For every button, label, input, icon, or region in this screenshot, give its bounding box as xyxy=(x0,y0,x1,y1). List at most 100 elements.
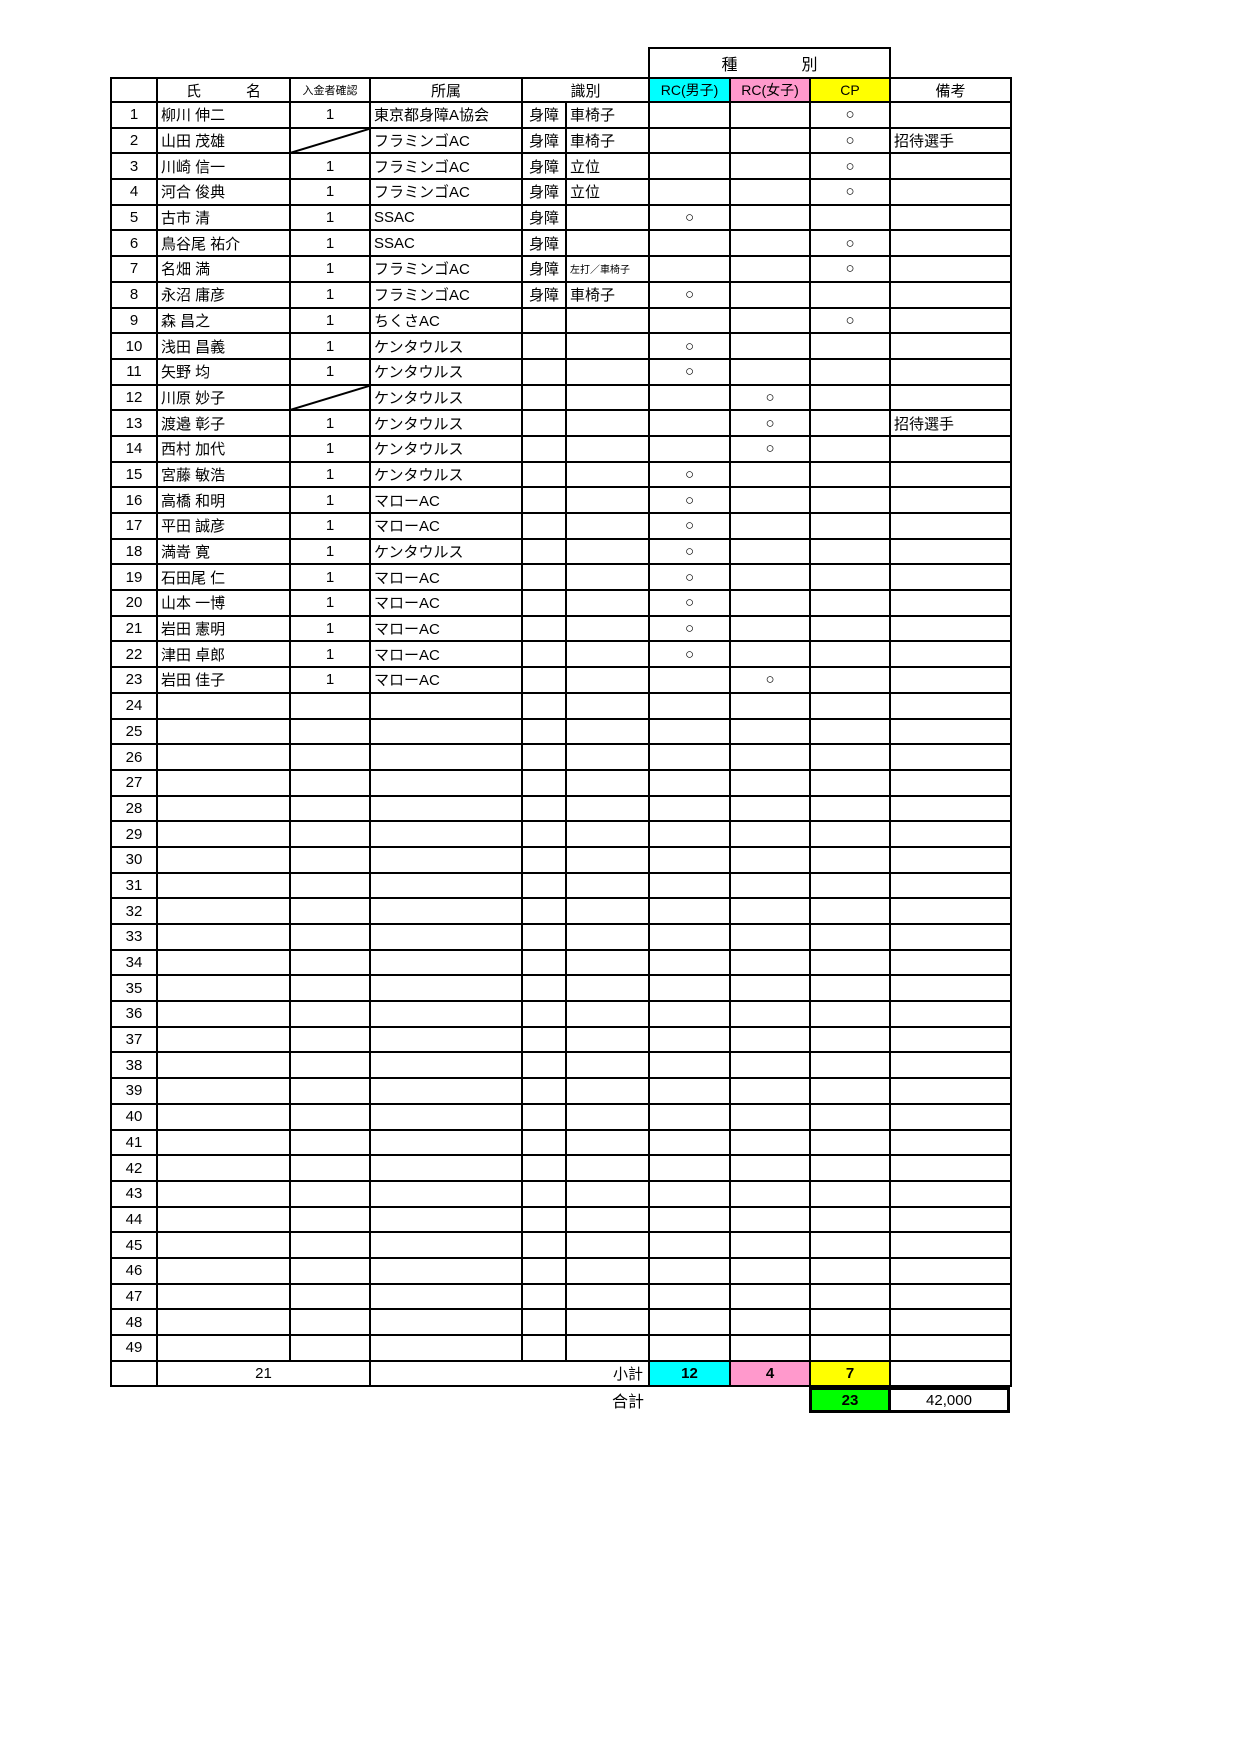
payment-confirmation xyxy=(289,1205,371,1234)
rc-male-mark xyxy=(648,1256,732,1285)
row-number: 35 xyxy=(110,974,158,1003)
header-name: 氏 名 xyxy=(156,77,291,103)
rc-female-mark xyxy=(729,614,812,643)
identification-class xyxy=(521,1334,567,1362)
athlete-name: 岩田 憲明 xyxy=(156,614,291,643)
total-label: 合計 xyxy=(611,1394,644,1412)
payment-confirmation xyxy=(289,126,371,155)
affiliation xyxy=(369,974,523,1003)
athlete-name xyxy=(156,897,291,925)
identification-detail xyxy=(564,614,651,643)
remarks xyxy=(889,1051,1013,1080)
rc-female-mark xyxy=(729,229,812,258)
cp-mark xyxy=(809,871,892,900)
identification-class xyxy=(521,1231,567,1259)
rc-male-mark: ○ xyxy=(648,280,732,309)
identification-class xyxy=(521,1282,567,1311)
payment-confirmation xyxy=(289,1000,371,1028)
athlete-name: 河合 俊典 xyxy=(156,178,291,206)
row-number: 30 xyxy=(110,845,158,874)
identification-class xyxy=(521,1077,567,1105)
rc-female-mark xyxy=(729,1256,812,1285)
rc-male-mark xyxy=(648,1308,732,1336)
table-row: 43 xyxy=(110,1179,1013,1208)
row-number: 32 xyxy=(110,897,158,925)
cp-mark xyxy=(809,614,892,643)
rc-female-mark xyxy=(729,743,812,771)
row-number: 39 xyxy=(110,1077,158,1105)
subtotal-number-cell xyxy=(110,1359,158,1388)
cp-mark: ○ xyxy=(809,178,892,206)
identification-class xyxy=(521,768,567,797)
subtotal-cp: 7 xyxy=(809,1359,892,1388)
athlete-name xyxy=(156,1000,291,1028)
rc-male-mark xyxy=(648,152,732,181)
identification-class xyxy=(521,1128,567,1157)
athlete-name xyxy=(156,1154,291,1182)
athlete-name xyxy=(156,923,291,951)
identification-class xyxy=(521,794,567,823)
remarks xyxy=(889,589,1013,617)
cp-mark xyxy=(809,923,892,951)
affiliation xyxy=(369,1128,523,1157)
rc-male-mark xyxy=(648,126,732,155)
identification-detail xyxy=(564,1179,651,1208)
remarks xyxy=(889,434,1013,463)
rc-male-mark xyxy=(648,1102,732,1131)
row-number: 44 xyxy=(110,1205,158,1234)
table-row: 44 xyxy=(110,1205,1013,1234)
identification-detail: 車椅子 xyxy=(564,126,651,155)
rc-female-mark xyxy=(729,563,812,592)
identification-detail xyxy=(564,1205,651,1234)
cp-mark xyxy=(809,820,892,848)
affiliation: マローAC xyxy=(369,666,523,694)
identification-detail xyxy=(564,1231,651,1259)
identification-detail xyxy=(564,768,651,797)
remarks xyxy=(889,203,1013,232)
remarks xyxy=(889,717,1013,746)
remarks xyxy=(889,306,1013,335)
athlete-name xyxy=(156,768,291,797)
affiliation: フラミンゴAC xyxy=(369,255,523,283)
rc-female-mark xyxy=(729,306,812,335)
affiliation: ちくさAC xyxy=(369,306,523,335)
identification-class xyxy=(521,1179,567,1208)
payment-confirmation xyxy=(289,923,371,951)
table-row: 6 鳥谷尾 祐介 1 SSAC 身障 ○ xyxy=(110,229,1013,258)
table-row: 14 西村 加代 1 ケンタウルス ○ xyxy=(110,434,1013,463)
rc-female-mark xyxy=(729,691,812,720)
identification-class: 身障 xyxy=(521,178,567,206)
identification-class xyxy=(521,717,567,746)
cp-mark xyxy=(809,563,892,592)
rc-male-mark xyxy=(648,1282,732,1311)
identification-detail xyxy=(564,203,651,232)
affiliation: マローAC xyxy=(369,512,523,540)
identification-detail xyxy=(564,820,651,848)
affiliation: SSAC xyxy=(369,229,523,258)
rc-male-mark xyxy=(648,434,732,463)
table-row: 33 xyxy=(110,923,1013,951)
identification-detail xyxy=(564,691,651,720)
cp-mark xyxy=(809,280,892,309)
remarks xyxy=(889,1025,1013,1054)
payment-confirmation xyxy=(289,1128,371,1157)
table-row: 20 山本 一博 1 マローAC ○ xyxy=(110,589,1013,617)
table-row: 27 xyxy=(110,768,1013,797)
row-number: 11 xyxy=(110,357,158,386)
cp-mark xyxy=(809,717,892,746)
athlete-name: 浅田 昌義 xyxy=(156,332,291,360)
payment-confirmation: 1 xyxy=(289,357,371,386)
affiliation: ケンタウルス xyxy=(369,460,523,489)
header-affiliation: 所属 xyxy=(369,77,523,103)
row-number: 28 xyxy=(110,794,158,823)
affiliation: フラミンゴAC xyxy=(369,280,523,309)
athlete-name: 宮藤 敏浩 xyxy=(156,460,291,489)
identification-detail xyxy=(564,871,651,900)
row-number: 16 xyxy=(110,486,158,514)
athlete-name: 津田 卓郎 xyxy=(156,640,291,669)
athlete-name xyxy=(156,1282,291,1311)
row-number: 6 xyxy=(110,229,158,258)
identification-detail: 車椅子 xyxy=(564,280,651,309)
identification-detail xyxy=(564,845,651,874)
payment-confirmation xyxy=(289,1025,371,1054)
